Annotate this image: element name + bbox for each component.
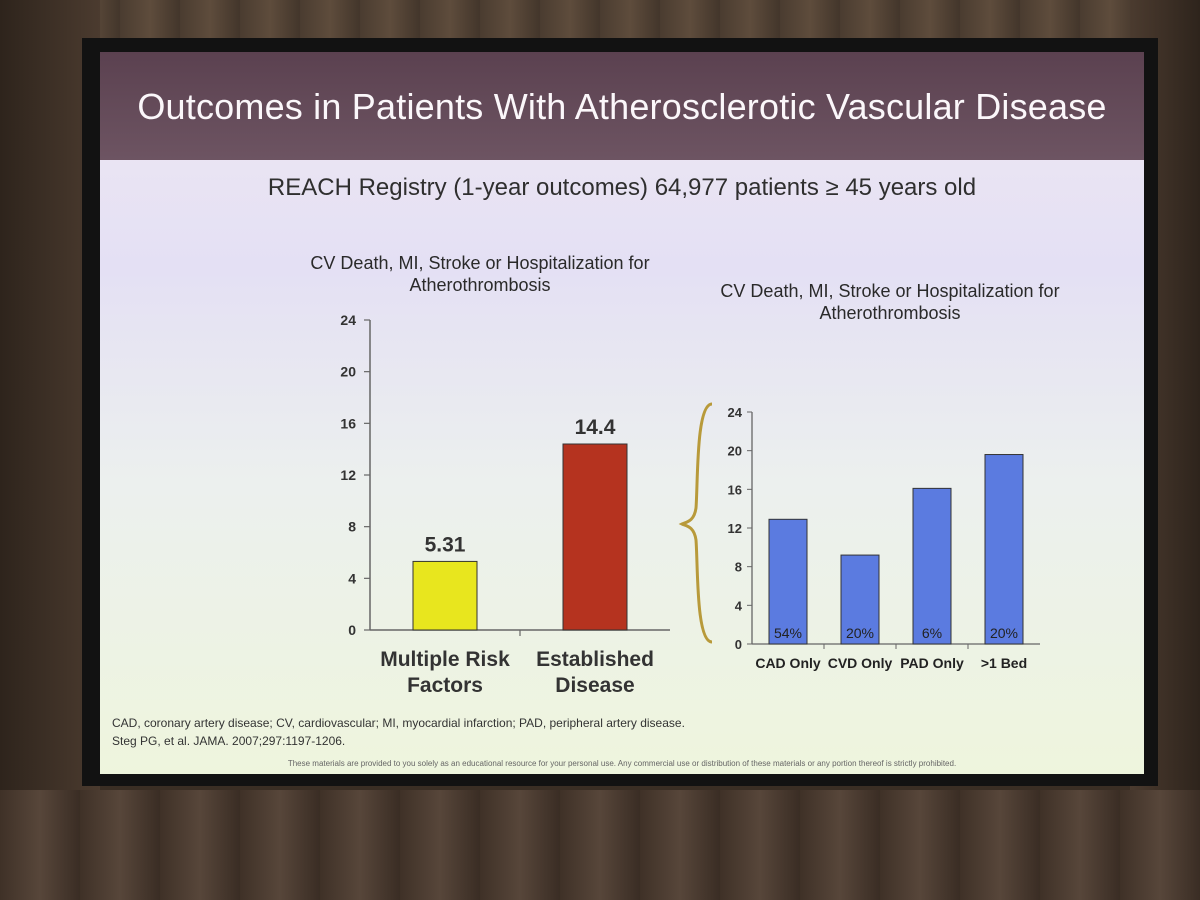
- curly-brace: [678, 402, 713, 644]
- left-y-tick-label: 0: [348, 622, 356, 638]
- right-bar-share-label: 20%: [846, 625, 874, 641]
- right-bar: [840, 554, 880, 645]
- left-category-label-line2: Disease: [555, 674, 634, 697]
- footnote-citation: Steg PG, et al. JAMA. 2007;297:1197-1206…: [112, 734, 346, 748]
- slide-title: Outcomes in Patients With Atheroscleroti…: [137, 86, 1107, 127]
- left-bar: [412, 560, 478, 631]
- left-y-tick-label: 20: [340, 364, 356, 380]
- right-category-label: PAD Only: [900, 655, 964, 671]
- right-category-label: CVD Only: [828, 655, 893, 671]
- right-bar-share-label: 54%: [774, 625, 802, 641]
- left-category-label-line1: Multiple Risk: [380, 648, 510, 671]
- right-category-label: >1 Bed: [981, 655, 1027, 671]
- right-y-tick-label: 0: [735, 637, 742, 652]
- right-y-tick-label: 24: [728, 405, 743, 420]
- right-bar-share-label: 20%: [990, 625, 1018, 641]
- left-bar: [562, 443, 628, 631]
- disclaimer: These materials are provided to you sole…: [287, 759, 957, 768]
- slide: Outcomes in Patients With Atheroscleroti…: [100, 52, 1144, 774]
- slide-subtitle: REACH Registry (1-year outcomes) 64,977 …: [267, 174, 977, 201]
- right-bar-share-label: 6%: [922, 625, 942, 641]
- right-y-tick-label: 12: [728, 521, 742, 536]
- left-category-label-line2: Factors: [407, 674, 483, 697]
- right-y-tick-label: 16: [728, 482, 742, 497]
- footnote-abbreviations: CAD, coronary artery disease; CV, cardio…: [112, 716, 685, 730]
- right-bar: [768, 518, 808, 645]
- chart-right-title: CV Death, MI, Stroke or Hospitalization …: [720, 281, 1060, 323]
- left-bar-value-label: 5.31: [425, 533, 466, 556]
- left-y-tick-label: 16: [340, 415, 356, 431]
- left-y-tick-label: 4: [348, 570, 356, 586]
- right-y-tick-label: 20: [728, 444, 742, 459]
- right-y-tick-label: 8: [735, 560, 742, 575]
- left-y-tick-label: 24: [340, 312, 356, 328]
- right-y-tick-label: 4: [735, 598, 743, 613]
- left-category-label-line1: Established: [536, 648, 654, 671]
- title-band: [100, 52, 1144, 160]
- left-y-tick-label: 12: [340, 467, 356, 483]
- left-bar-value-label: 14.4: [575, 416, 616, 439]
- right-category-label: CAD Only: [755, 655, 821, 671]
- chart-left-title: CV Death, MI, Stroke or Hospitalization …: [310, 253, 650, 295]
- charts-svg: 0 4 8 12 16 20 24 5.31 Multiple Risk Factors 14.4 E…: [340, 312, 1040, 697]
- right-bar: [912, 487, 952, 645]
- right-bar: [984, 454, 1024, 645]
- left-y-tick-label: 8: [348, 519, 356, 535]
- curtain-bottom: [0, 790, 1200, 900]
